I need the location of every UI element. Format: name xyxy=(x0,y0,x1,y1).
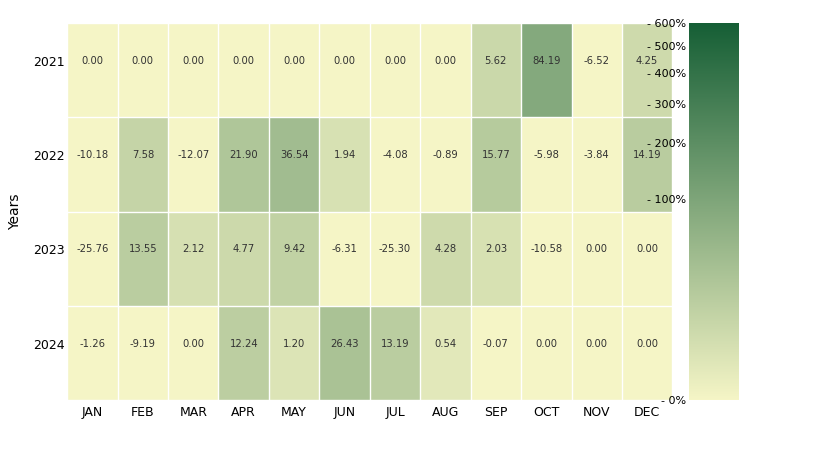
Text: 0.00: 0.00 xyxy=(535,339,557,349)
Text: 2.12: 2.12 xyxy=(182,244,204,254)
Bar xyxy=(269,212,319,306)
Bar xyxy=(521,23,571,117)
Text: 2.03: 2.03 xyxy=(485,244,507,254)
Bar xyxy=(269,117,319,212)
Bar xyxy=(622,23,672,117)
Y-axis label: Years: Years xyxy=(8,193,22,230)
Text: 0.00: 0.00 xyxy=(585,244,607,254)
Text: 4.25: 4.25 xyxy=(636,56,659,66)
Bar xyxy=(571,23,622,117)
Bar xyxy=(67,117,118,212)
Bar xyxy=(622,212,672,306)
Text: 0.00: 0.00 xyxy=(182,56,204,66)
Text: -0.07: -0.07 xyxy=(483,339,509,349)
Bar xyxy=(470,23,521,117)
Text: 0.00: 0.00 xyxy=(585,339,607,349)
Bar xyxy=(420,23,470,117)
Bar xyxy=(269,23,319,117)
Bar xyxy=(319,212,370,306)
Bar xyxy=(521,306,571,400)
Text: 5.62: 5.62 xyxy=(485,56,507,66)
Bar xyxy=(168,306,218,400)
Text: 0.00: 0.00 xyxy=(132,56,154,66)
Text: 1.20: 1.20 xyxy=(283,339,305,349)
Bar xyxy=(470,306,521,400)
Text: 0.00: 0.00 xyxy=(333,56,355,66)
Text: 0.00: 0.00 xyxy=(81,56,103,66)
Bar xyxy=(370,23,420,117)
Bar xyxy=(370,212,420,306)
Text: 1.94: 1.94 xyxy=(333,150,355,160)
Text: -0.89: -0.89 xyxy=(433,150,459,160)
Bar xyxy=(218,212,269,306)
Text: 26.43: 26.43 xyxy=(330,339,359,349)
Text: 36.54: 36.54 xyxy=(280,150,308,160)
Text: 7.58: 7.58 xyxy=(132,150,154,160)
Text: -10.58: -10.58 xyxy=(530,244,562,254)
Bar xyxy=(168,212,218,306)
Bar xyxy=(571,306,622,400)
Bar xyxy=(67,212,118,306)
Text: -10.18: -10.18 xyxy=(76,150,108,160)
Text: -5.98: -5.98 xyxy=(533,150,559,160)
Text: -12.07: -12.07 xyxy=(177,150,209,160)
Text: -6.31: -6.31 xyxy=(332,244,358,254)
Text: 15.77: 15.77 xyxy=(481,150,510,160)
Bar xyxy=(571,212,622,306)
Text: 21.90: 21.90 xyxy=(229,150,258,160)
Text: 0.00: 0.00 xyxy=(384,56,406,66)
Text: 9.42: 9.42 xyxy=(283,244,305,254)
Bar xyxy=(168,117,218,212)
Text: -3.84: -3.84 xyxy=(584,150,610,160)
Bar xyxy=(269,306,319,400)
Text: -1.26: -1.26 xyxy=(80,339,105,349)
Bar xyxy=(319,306,370,400)
Bar xyxy=(622,117,672,212)
Text: 13.19: 13.19 xyxy=(381,339,409,349)
Bar xyxy=(571,117,622,212)
Text: -4.08: -4.08 xyxy=(382,150,407,160)
Text: -9.19: -9.19 xyxy=(130,339,156,349)
Bar xyxy=(218,23,269,117)
Text: 0.00: 0.00 xyxy=(233,56,255,66)
Bar xyxy=(118,117,168,212)
Bar xyxy=(118,212,168,306)
Bar xyxy=(420,306,470,400)
Bar xyxy=(521,117,571,212)
Bar xyxy=(622,306,672,400)
Text: -25.76: -25.76 xyxy=(76,244,108,254)
Text: 84.19: 84.19 xyxy=(532,56,560,66)
Text: 0.00: 0.00 xyxy=(636,339,659,349)
Text: 4.77: 4.77 xyxy=(233,244,255,254)
Text: 12.24: 12.24 xyxy=(229,339,258,349)
Text: 14.19: 14.19 xyxy=(633,150,661,160)
Bar xyxy=(420,117,470,212)
Bar xyxy=(67,306,118,400)
Text: 0.00: 0.00 xyxy=(182,339,204,349)
Bar xyxy=(370,306,420,400)
Text: 4.28: 4.28 xyxy=(434,244,456,254)
Bar xyxy=(470,117,521,212)
Text: -6.52: -6.52 xyxy=(584,56,610,66)
Bar xyxy=(67,23,118,117)
Text: 0.00: 0.00 xyxy=(434,56,456,66)
Bar xyxy=(370,117,420,212)
Text: 13.55: 13.55 xyxy=(129,244,157,254)
Text: 0.00: 0.00 xyxy=(283,56,305,66)
Text: -25.30: -25.30 xyxy=(379,244,411,254)
Bar xyxy=(319,117,370,212)
Bar xyxy=(168,23,218,117)
Text: 0.54: 0.54 xyxy=(434,339,456,349)
Bar xyxy=(470,212,521,306)
Text: 0.00: 0.00 xyxy=(636,244,659,254)
Bar xyxy=(521,212,571,306)
Bar xyxy=(118,306,168,400)
Bar xyxy=(118,23,168,117)
Bar xyxy=(218,306,269,400)
Bar xyxy=(218,117,269,212)
Bar xyxy=(420,212,470,306)
Bar xyxy=(319,23,370,117)
